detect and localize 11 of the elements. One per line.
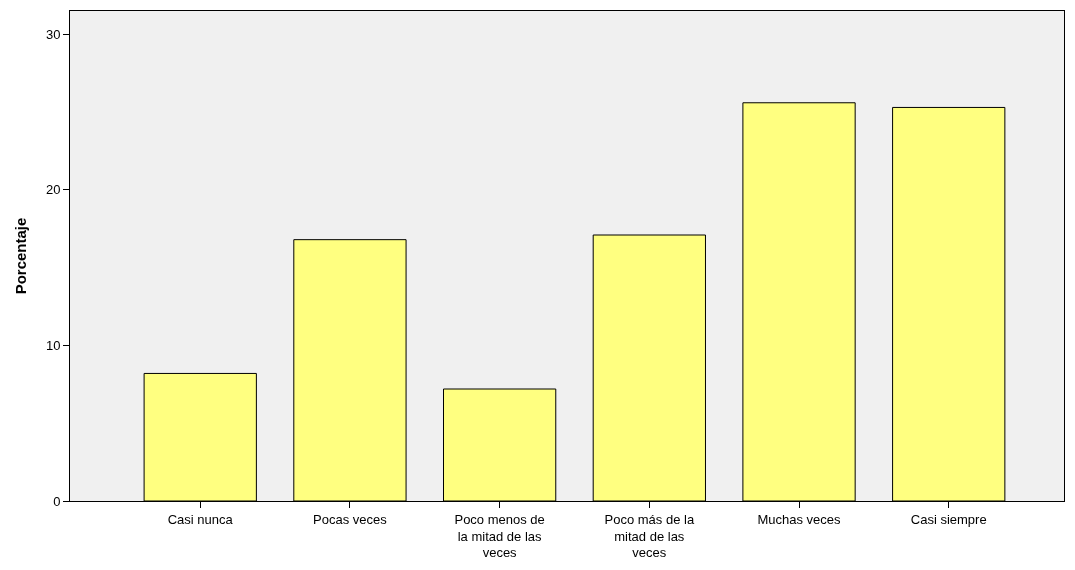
x-tick-label: Casi siempre — [910, 511, 987, 527]
y-tick-label: 10 — [45, 337, 61, 353]
x-tick-label: Poco más de la mitad de las veces — [604, 511, 695, 561]
x-tick-label: Muchas veces — [757, 511, 842, 527]
x-tick-label: Casi nunca — [167, 511, 234, 527]
y-axis-title: Porcentaje — [12, 217, 30, 295]
x-tick-label: Pocas veces — [313, 511, 388, 527]
y-tick-label: 0 — [53, 493, 61, 509]
y-tick-label: 20 — [45, 182, 61, 198]
x-tick-label: Poco menos de la mitad de las veces — [454, 511, 545, 561]
y-tick-label: 30 — [45, 26, 61, 42]
